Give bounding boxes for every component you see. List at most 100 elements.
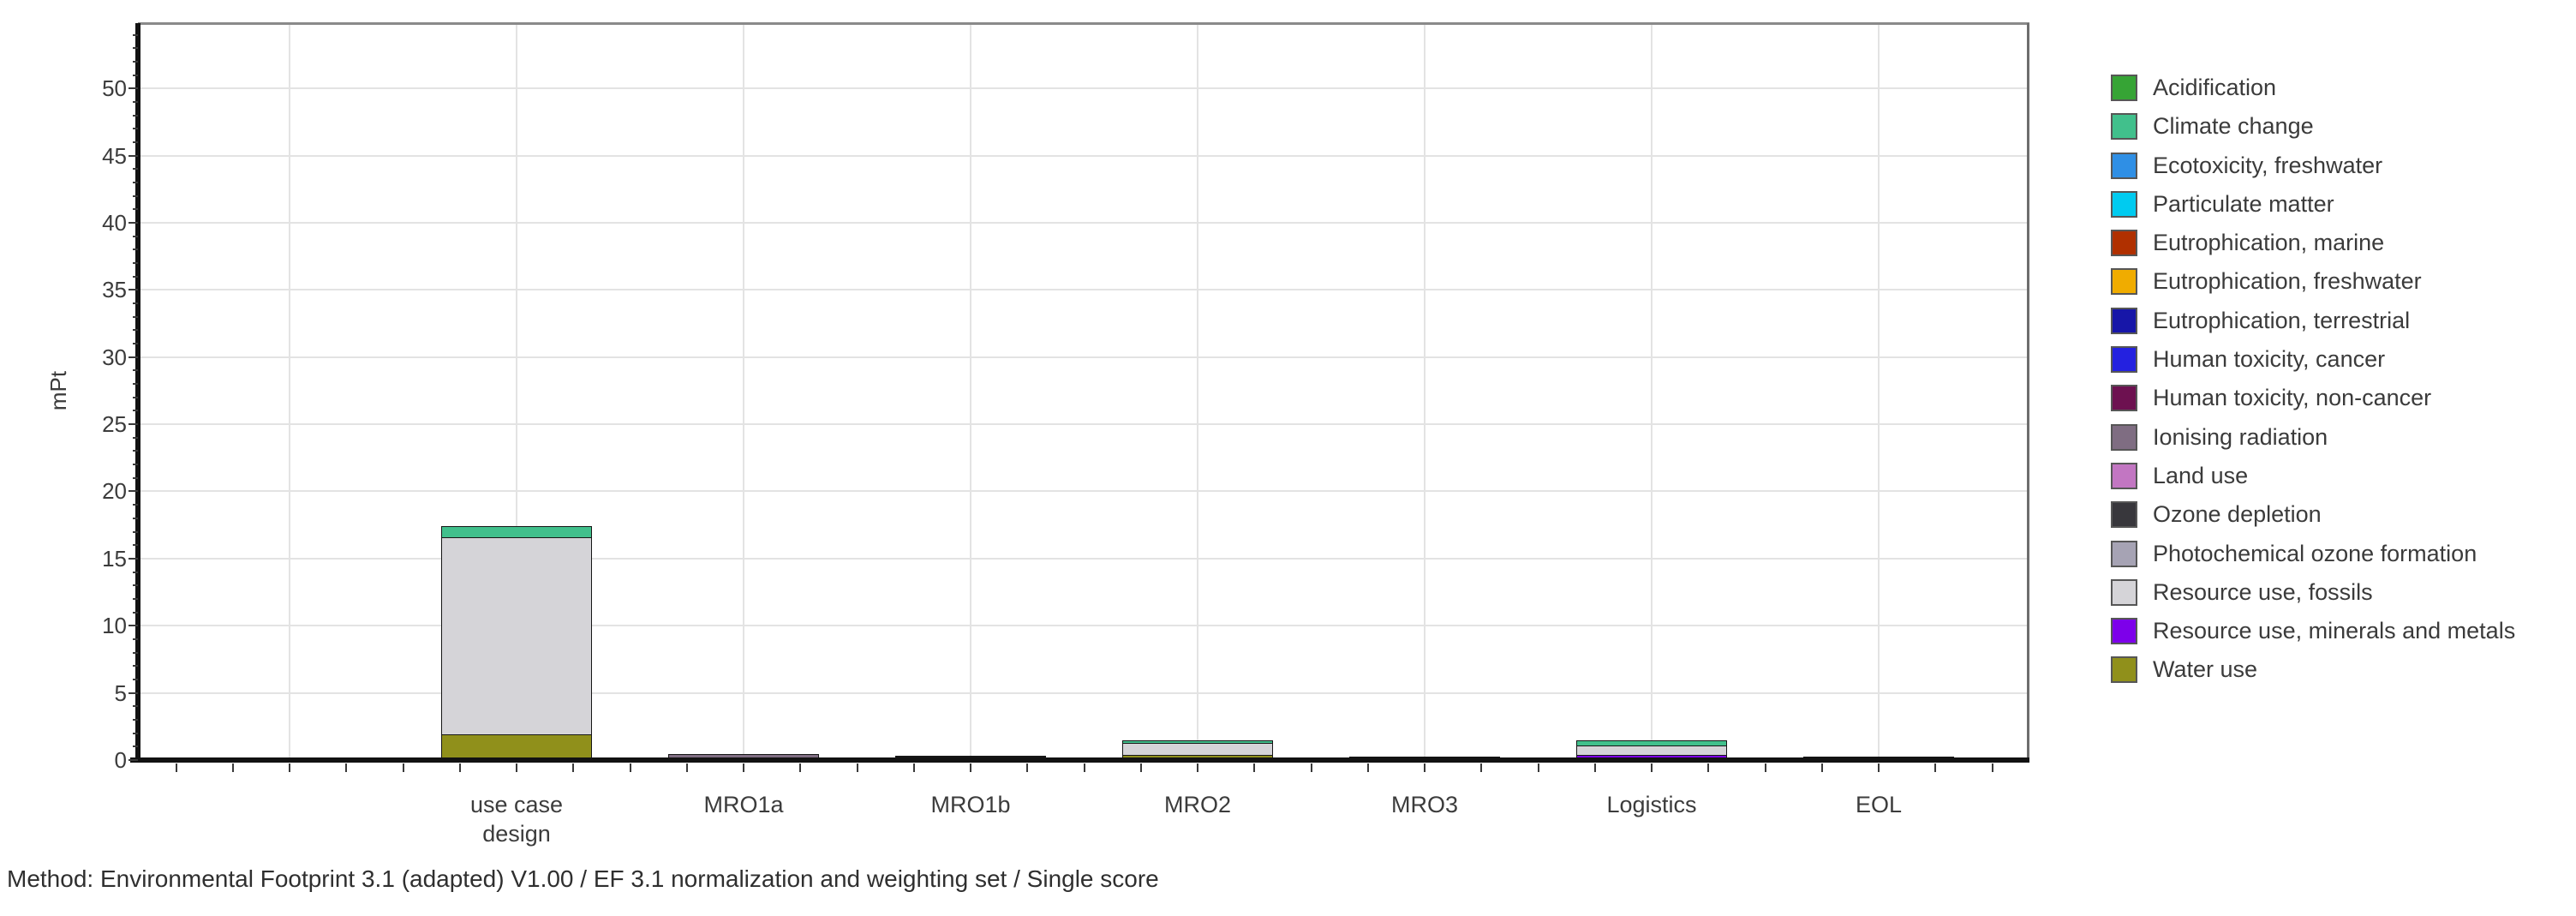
legend-item-eutrophication-terrestrial: Eutrophication, terrestrial [2111, 307, 2515, 335]
legend-swatch-water-use [2111, 656, 2137, 684]
bar-segment-water-use[interactable] [441, 734, 592, 760]
legend-label: Eutrophication, marine [2153, 230, 2385, 256]
legend-label: Resource use, fossils [2153, 578, 2373, 605]
y-tick [133, 141, 138, 143]
y-gridline [140, 691, 2028, 694]
legend-label: Human toxicity, cancer [2153, 346, 2386, 373]
x-tick [1424, 763, 1425, 772]
legend-label: Water use [2153, 656, 2258, 683]
x-tick [912, 763, 915, 772]
legend-swatch-acidification [2111, 75, 2137, 101]
y-tick [129, 625, 138, 627]
x-tick [856, 763, 858, 772]
y-tick [133, 436, 138, 439]
y-tick [133, 678, 138, 680]
y-tick [129, 557, 138, 560]
y-tick [133, 235, 138, 237]
x-tick [743, 763, 744, 772]
x-tick [1707, 763, 1710, 772]
y-tick [133, 383, 138, 386]
y-tick [133, 195, 138, 197]
y-axis-line [135, 23, 140, 763]
y-tick-label: 5 [114, 680, 127, 706]
legend-label: Photochemical ozone formation [2153, 540, 2477, 566]
legend-swatch-ecotoxicity-freshwater [2111, 152, 2137, 179]
x-tick [1310, 763, 1312, 772]
y-gridline [140, 490, 2028, 493]
y-tick [133, 74, 138, 76]
y-tick [133, 665, 138, 668]
legend-swatch-human-toxicity-cancer [2111, 346, 2137, 374]
legend-swatch-particulate-matter [2111, 190, 2137, 218]
legend-label: Particulate matter [2153, 190, 2334, 217]
x-tick [175, 763, 177, 772]
x-tick [1480, 763, 1483, 772]
legend-item-acidification: Acidification [2111, 74, 2515, 102]
x-tick [1934, 763, 1937, 772]
legend-swatch-resource-use-minerals-and-metals [2111, 618, 2137, 645]
y-tick [129, 423, 138, 426]
y-gridline [140, 423, 2028, 426]
x-axis-label-use-case-design: use case design [469, 792, 564, 847]
legend-label: Climate change [2153, 113, 2314, 140]
y-tick [133, 544, 138, 547]
legend-item-human-toxicity-cancer: Human toxicity, cancer [2111, 345, 2515, 374]
legend-label: Ionising radiation [2153, 423, 2328, 450]
y-tick [133, 517, 138, 519]
x-tick [1878, 763, 1880, 772]
y-tick [133, 100, 138, 103]
y-tick [129, 691, 138, 694]
legend-swatch-photochemical-ozone-formation [2111, 540, 2137, 567]
y-tick-label: 45 [102, 142, 127, 169]
plot-right-border [2027, 23, 2029, 761]
legend-swatch-resource-use-fossils [2111, 578, 2137, 606]
x-axis-label-mro1a: MRO1a [703, 792, 784, 817]
y-tick-label: 0 [114, 747, 127, 773]
y-tick-label: 35 [102, 277, 127, 303]
legend-label: Ecotoxicity, freshwater [2153, 152, 2383, 178]
x-axis-label-eol: EOL [1855, 792, 1903, 817]
bar-segment-resource-use-fossils[interactable] [441, 536, 592, 760]
y-gridline [140, 221, 2028, 224]
y-tick-label: 50 [102, 75, 127, 102]
y-tick [133, 732, 138, 734]
legend-item-water-use: Water use [2111, 656, 2515, 684]
x-tick [1593, 763, 1596, 772]
y-tick [133, 476, 138, 479]
y-tick-label: 40 [102, 209, 127, 236]
legend-item-climate-change: Climate change [2111, 112, 2515, 141]
x-tick [1991, 763, 1993, 772]
x-tick [1651, 763, 1653, 772]
x-tick [1083, 763, 1085, 772]
legend-item-photochemical-ozone-formation: Photochemical ozone formation [2111, 540, 2515, 568]
x-gridline [1651, 24, 1653, 760]
y-tick [133, 718, 138, 721]
legend-item-eutrophication-freshwater: Eutrophication, freshwater [2111, 267, 2515, 296]
y-tick [133, 302, 138, 305]
y-tick [133, 638, 138, 640]
x-tick [1026, 763, 1029, 772]
x-tick [458, 763, 461, 772]
x-axis-line [130, 757, 2029, 763]
legend-swatch-eutrophication-marine [2111, 230, 2137, 257]
x-gridline [1424, 24, 1425, 760]
y-tick [133, 410, 138, 412]
x-tick [1537, 763, 1539, 772]
y-tick [129, 221, 138, 224]
y-tick [133, 571, 138, 573]
y-gridline [140, 557, 2028, 560]
legend-swatch-land-use [2111, 462, 2137, 489]
y-tick [133, 343, 138, 345]
y-tick [133, 611, 138, 614]
legend-label: Ozone depletion [2153, 501, 2322, 528]
y-tick [133, 168, 138, 171]
y-tick [133, 450, 138, 452]
x-tick [1139, 763, 1142, 772]
y-tick [133, 315, 138, 318]
x-tick [231, 763, 234, 772]
legend-item-particulate-matter: Particulate matter [2111, 190, 2515, 219]
legend-item-resource-use-minerals-and-metals: Resource use, minerals and metals [2111, 617, 2515, 645]
y-tick [133, 464, 138, 466]
legend-item-human-toxicity-non-cancer: Human toxicity, non-cancer [2111, 384, 2515, 412]
y-tick [129, 87, 138, 90]
